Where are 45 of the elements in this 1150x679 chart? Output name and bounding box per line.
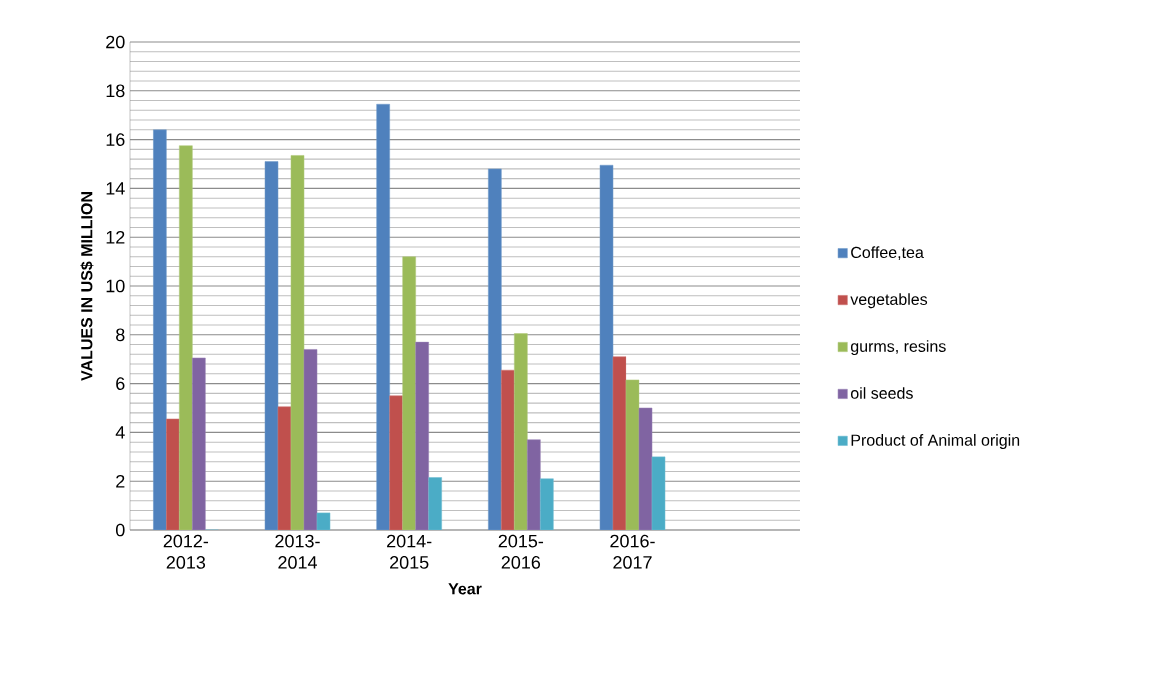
bar (514, 333, 528, 530)
bar (303, 349, 318, 530)
legend-label: oil seeds (850, 387, 913, 399)
x-tick-label: 2012-2013 (163, 534, 209, 569)
bar (638, 407, 653, 530)
bar (402, 256, 416, 530)
x-tick-label: 2014-2015 (387, 534, 432, 569)
bar (540, 478, 554, 530)
bar (527, 439, 541, 530)
x-axis-title: Year (448, 583, 482, 595)
y-tick-label: 6 (116, 377, 125, 390)
x-tick-label: 2016-2017 (610, 534, 655, 569)
legend-label: Coffee,tea (851, 246, 924, 260)
x-tick-label: 2015-2016 (498, 534, 544, 569)
y-tick-label: 10 (106, 279, 125, 293)
y-tick-label: 2 (116, 474, 125, 488)
bar (290, 155, 305, 530)
bar (179, 145, 193, 530)
bar (501, 369, 515, 530)
bar (192, 357, 206, 530)
bar (264, 161, 279, 530)
y-tick-label: 8 (116, 328, 125, 342)
bar (153, 129, 167, 530)
bar (376, 103, 390, 530)
bar (277, 406, 292, 530)
legend-label: vegetables (850, 293, 928, 309)
bar (625, 379, 640, 530)
bar (389, 395, 403, 530)
y-tick-label: 20 (106, 35, 125, 49)
y-tick-label: 0 (115, 523, 125, 537)
bar (415, 341, 429, 530)
legend-label: gurms, resins (850, 340, 946, 356)
y-tick-label: 18 (106, 84, 125, 98)
x-tick-label: 2013-2014 (275, 534, 320, 569)
y-tick-label: 4 (115, 426, 125, 439)
y-tick-label: 14 (106, 182, 125, 195)
y-tick-label: 12 (106, 230, 125, 244)
bar (599, 164, 614, 530)
bar (488, 168, 502, 530)
y-axis-title: VALUES IN US$ MILLION (80, 192, 94, 381)
bar (428, 477, 442, 530)
legend-label: Product of Animal origin (851, 434, 1020, 449)
bar (612, 356, 627, 530)
bar (166, 418, 180, 530)
y-tick-label: 16 (106, 133, 125, 146)
